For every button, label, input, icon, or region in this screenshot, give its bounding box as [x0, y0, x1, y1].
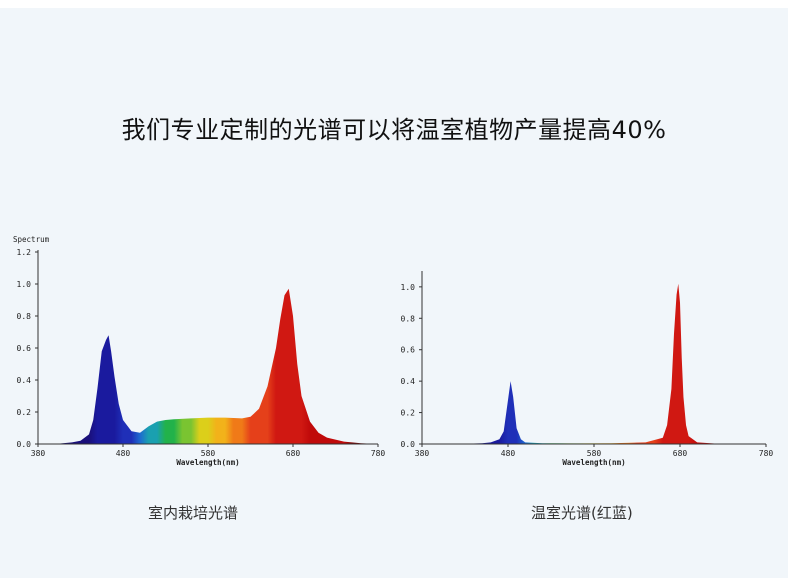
greenhouse-x-tick-label: 680	[673, 449, 688, 458]
indoor-y-axis-label: Spectrum	[13, 235, 50, 244]
greenhouse-spectrum-svg: 0.0 0.2 0.4 0.6 0.8 1.0 380 480 580 680 780 Wavelen…	[401, 271, 774, 467]
indoor-x-tick-label: 380	[31, 449, 46, 458]
greenhouse-y-tick-label: 0.2	[401, 409, 416, 418]
top-strip	[0, 0, 788, 8]
indoor-spectrum-chart: 0.0 0.2 0.4 0.6 0.8 1.0 1.2 380 480 580 680 780 Wave…	[0, 230, 400, 480]
indoor-x-axis-label: Wavelength(nm)	[176, 458, 239, 467]
indoor-spectrum-area	[38, 288, 378, 444]
indoor-y-tick-label: 0.6	[17, 344, 32, 353]
indoor-spectrum-caption: 室内栽培光谱	[148, 504, 239, 522]
greenhouse-x-axis-label: Wavelength(nm)	[562, 458, 625, 467]
indoor-x-tick-label: 780	[371, 449, 386, 458]
indoor-y-tick-label: 1.2	[17, 248, 32, 257]
greenhouse-x-tick-label: 780	[759, 449, 774, 458]
indoor-y-tick-label: 0.2	[17, 408, 32, 417]
indoor-y-tick-label: 0.0	[17, 440, 32, 449]
indoor-x-tick-label: 580	[201, 449, 216, 458]
indoor-x-tick-label: 480	[116, 449, 131, 458]
greenhouse-x-tick-label: 380	[415, 449, 430, 458]
greenhouse-spectrum-chart: 0.0 0.2 0.4 0.6 0.8 1.0 380 480 580 680 780 Wavelen…	[394, 262, 788, 480]
indoor-x-tick-label: 680	[286, 449, 301, 458]
page-headline: 我们专业定制的光谱可以将温室植物产量提高40%	[121, 116, 667, 144]
indoor-spectrum-svg: 0.0 0.2 0.4 0.6 0.8 1.0 1.2 380 480 580 680 780 Wave…	[13, 235, 386, 467]
greenhouse-y-tick-label: 0.8	[401, 314, 416, 323]
indoor-y-tick-label: 0.8	[17, 312, 32, 321]
greenhouse-y-tick-label: 1.0	[401, 283, 416, 292]
greenhouse-y-tick-label: 0.6	[401, 346, 416, 355]
greenhouse-y-tick-label: 0.4	[401, 377, 416, 386]
greenhouse-y-tick-label: 0.0	[401, 440, 416, 449]
greenhouse-x-tick-label: 580	[587, 449, 602, 458]
greenhouse-spectrum-area	[422, 283, 766, 444]
indoor-y-tick-label: 0.4	[17, 376, 32, 385]
indoor-y-tick-label: 1.0	[17, 280, 32, 289]
greenhouse-spectrum-caption: 温室光谱(红蓝)	[531, 504, 633, 522]
greenhouse-x-tick-label: 480	[501, 449, 516, 458]
